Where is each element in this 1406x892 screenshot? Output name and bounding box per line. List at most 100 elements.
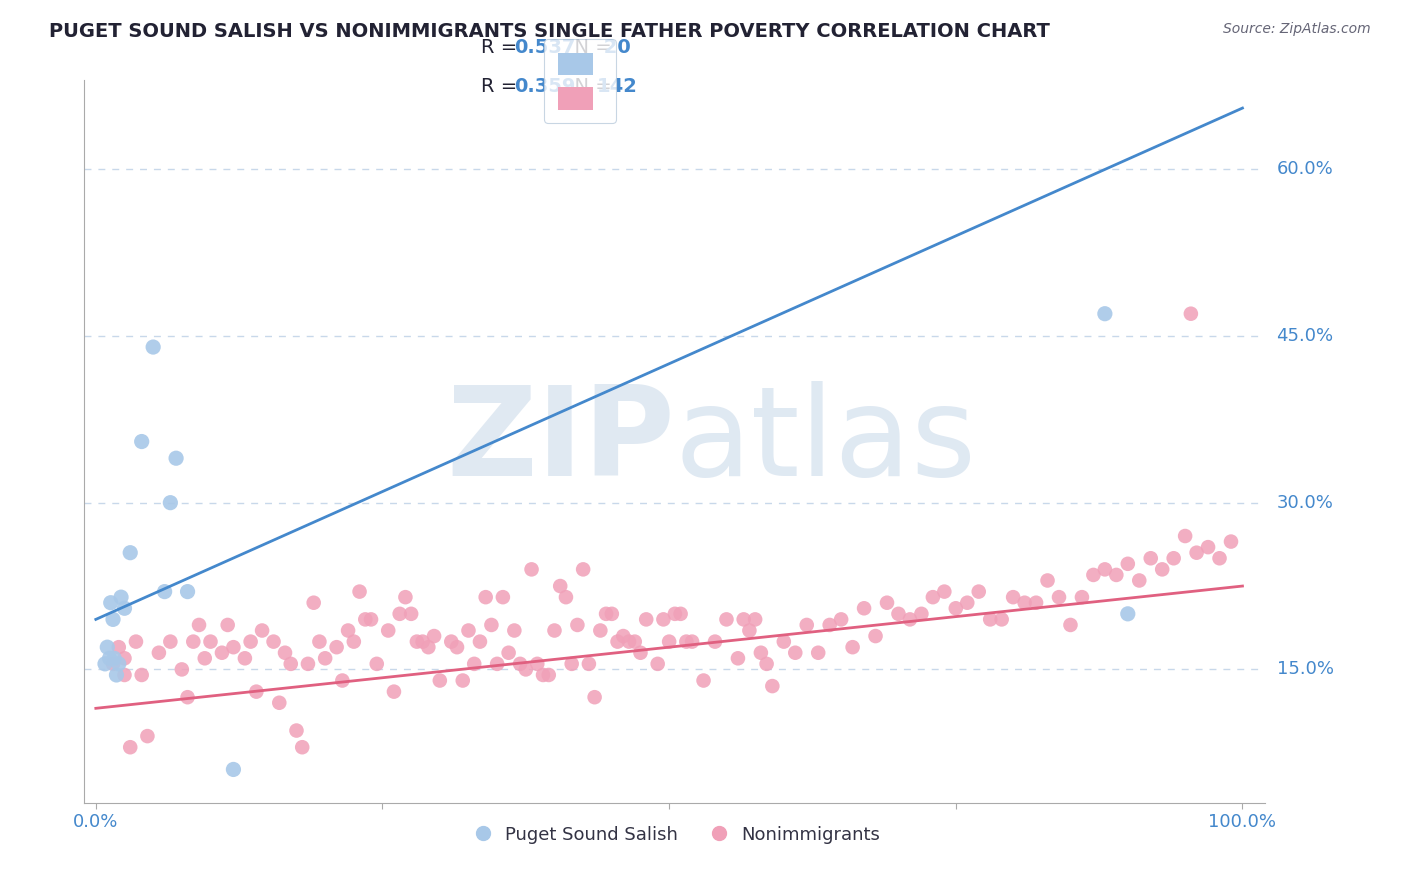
Point	[761, 679, 783, 693]
Point	[727, 651, 749, 665]
Point	[623, 634, 645, 648]
Point	[382, 684, 405, 698]
Point	[1220, 534, 1243, 549]
Point	[636, 612, 658, 626]
Point	[297, 657, 319, 671]
Point	[107, 657, 129, 671]
Text: 45.0%: 45.0%	[1277, 327, 1334, 345]
Point	[675, 634, 697, 648]
Point	[325, 640, 347, 655]
Point	[515, 662, 537, 676]
Point	[492, 590, 515, 604]
Point	[617, 634, 640, 648]
Point	[543, 624, 565, 638]
Point	[159, 496, 181, 510]
Point	[669, 607, 692, 621]
Point	[910, 607, 932, 621]
Point	[148, 646, 170, 660]
Point	[165, 451, 187, 466]
Point	[1185, 546, 1208, 560]
Point	[772, 634, 794, 648]
Point	[956, 596, 979, 610]
Point	[749, 646, 772, 660]
Point	[285, 723, 308, 738]
Point	[418, 640, 440, 655]
Point	[1116, 557, 1139, 571]
Text: PUGET SOUND SALISH VS NONIMMIGRANTS SINGLE FATHER POVERTY CORRELATION CHART: PUGET SOUND SALISH VS NONIMMIGRANTS SING…	[49, 22, 1050, 41]
Point	[555, 590, 578, 604]
Point	[876, 596, 898, 610]
Point	[921, 590, 943, 604]
Point	[114, 668, 136, 682]
Point	[314, 651, 336, 665]
Point	[1094, 307, 1116, 321]
Point	[853, 601, 876, 615]
Point	[1094, 562, 1116, 576]
Point	[153, 584, 176, 599]
Point	[498, 646, 520, 660]
Point	[239, 634, 262, 648]
Point	[308, 634, 330, 648]
Point	[630, 646, 652, 660]
Point	[263, 634, 285, 648]
Point	[1047, 590, 1070, 604]
Point	[704, 634, 727, 648]
Text: 60.0%: 60.0%	[1277, 161, 1333, 178]
Point	[136, 729, 159, 743]
Point	[474, 590, 496, 604]
Point	[583, 690, 606, 705]
Point	[1208, 551, 1230, 566]
Point	[589, 624, 612, 638]
Point	[526, 657, 548, 671]
Text: 142: 142	[598, 77, 638, 95]
Point	[233, 651, 256, 665]
Point	[990, 612, 1012, 626]
Point	[1025, 596, 1047, 610]
Point	[1116, 607, 1139, 621]
Point	[269, 696, 291, 710]
Point	[807, 646, 830, 660]
Point	[572, 562, 595, 576]
Point	[200, 634, 222, 648]
Point	[755, 657, 778, 671]
Point	[222, 763, 245, 777]
Point	[796, 618, 818, 632]
Point	[561, 657, 583, 671]
Point	[394, 590, 416, 604]
Point	[1014, 596, 1036, 610]
Point	[94, 657, 117, 671]
Text: 30.0%: 30.0%	[1277, 493, 1333, 512]
Point	[979, 612, 1001, 626]
Point	[945, 601, 967, 615]
Point	[595, 607, 617, 621]
Point	[110, 590, 132, 604]
Point	[423, 629, 446, 643]
Point	[354, 612, 377, 626]
Point	[406, 634, 429, 648]
Point	[302, 596, 325, 610]
Point	[481, 618, 503, 632]
Point	[744, 612, 766, 626]
Point	[1036, 574, 1059, 588]
Point	[1059, 618, 1081, 632]
Point	[142, 340, 165, 354]
Point	[578, 657, 600, 671]
Point	[830, 612, 852, 626]
Point	[1197, 540, 1219, 554]
Point	[446, 640, 468, 655]
Point	[1174, 529, 1197, 543]
Point	[681, 634, 703, 648]
Point	[360, 612, 382, 626]
Text: Source: ZipAtlas.com: Source: ZipAtlas.com	[1223, 22, 1371, 37]
Point	[366, 657, 388, 671]
Text: 20: 20	[598, 38, 631, 57]
Point	[520, 562, 543, 576]
Text: R =: R =	[481, 77, 523, 95]
Point	[120, 546, 142, 560]
Point	[101, 657, 124, 671]
Text: N =: N =	[561, 77, 617, 95]
Point	[96, 640, 118, 655]
Point	[567, 618, 589, 632]
Point	[440, 634, 463, 648]
Point	[733, 612, 755, 626]
